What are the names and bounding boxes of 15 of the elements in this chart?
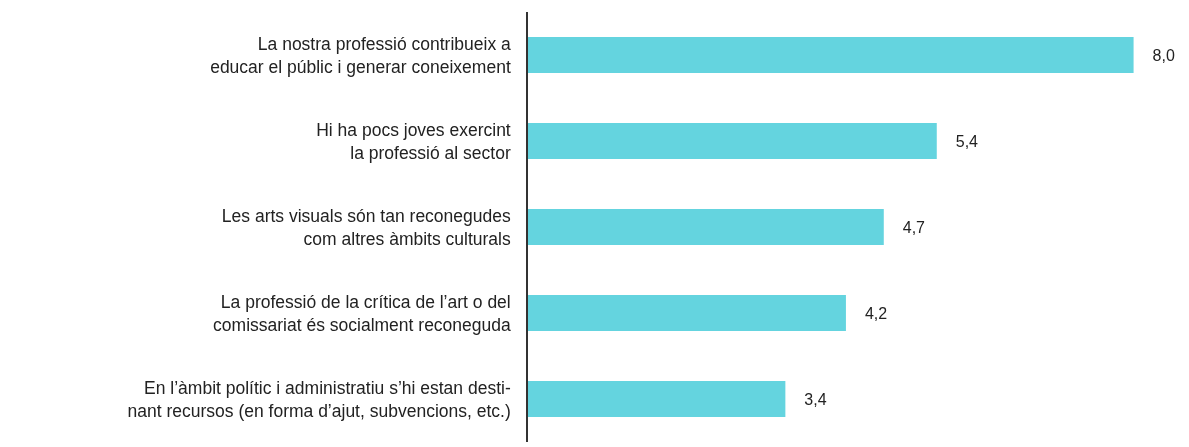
data-label: 5,4 — [939, 132, 979, 150]
y-tick-label: Hi ha pocs joves exercint la professió al sector — [316, 119, 511, 163]
bar — [528, 294, 846, 332]
y-tick-label: La professió de la crítica de l’art o del comissariat és socialment reconeguda — [213, 291, 512, 335]
y-tick-label: La nostra professió contribueix a educar el públic i generar coneixement — [210, 33, 512, 77]
data-label: 8,0 — [1136, 46, 1175, 64]
y-tick-label: Les arts visuals són tan reconegudes com altres àmbits culturals — [221, 205, 511, 249]
bar — [528, 380, 786, 418]
bar — [528, 36, 1134, 74]
bar — [528, 122, 937, 160]
data-label: 3,4 — [788, 390, 827, 408]
data-label: 4,2 — [848, 304, 888, 322]
y-tick-label: En l’àmbit polític i administratiu s’hi estan desti- nant recursos (en forma d’ajut, subvencions, etc.) — [127, 377, 511, 421]
data-label: 4,7 — [886, 218, 926, 236]
bar — [528, 208, 884, 246]
